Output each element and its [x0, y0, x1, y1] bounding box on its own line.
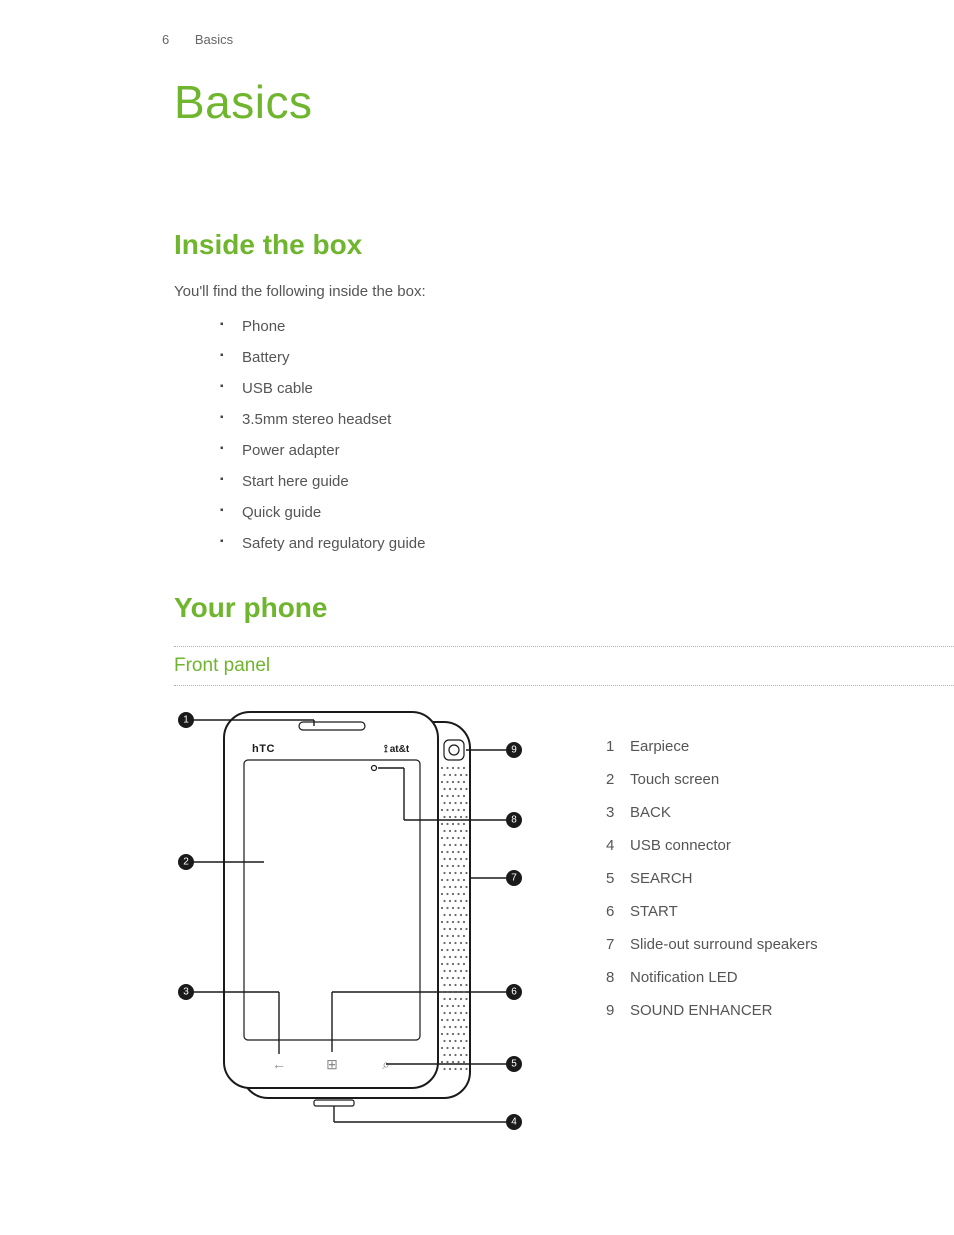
subsection-front-panel-title: Front panel — [174, 655, 954, 677]
legend-label: START — [630, 903, 678, 920]
legend-row: 3 BACK — [606, 804, 818, 821]
divider — [174, 685, 954, 686]
page-number: 6 — [162, 32, 169, 47]
list-item: Phone — [242, 318, 954, 335]
legend-row: 2 Touch screen — [606, 771, 818, 788]
legend-number: 2 — [606, 771, 630, 788]
legend-number: 4 — [606, 837, 630, 854]
header-section-name: Basics — [195, 32, 233, 47]
svg-text:7: 7 — [511, 873, 517, 884]
legend-row: 4 USB connector — [606, 837, 818, 854]
legend-label: Notification LED — [630, 969, 738, 986]
list-item: Power adapter — [242, 442, 954, 459]
svg-text:6: 6 — [511, 987, 517, 998]
legend-number: 6 — [606, 903, 630, 920]
legend-number: 3 — [606, 804, 630, 821]
legend-label: Earpiece — [630, 738, 689, 755]
section-inside-box-title: Inside the box — [174, 229, 954, 261]
phone-diagram: hTC ⟟at&t ← ⊞ ⌕ — [174, 702, 534, 1132]
divider — [174, 646, 954, 647]
list-item: Quick guide — [242, 504, 954, 521]
section-your-phone-title: Your phone — [174, 592, 954, 624]
svg-text:4: 4 — [511, 1117, 517, 1128]
svg-text:5: 5 — [511, 1059, 517, 1070]
svg-text:9: 9 — [511, 745, 517, 756]
svg-text:2: 2 — [183, 857, 189, 868]
front-panel-diagram-wrap: hTC ⟟at&t ← ⊞ ⌕ — [174, 702, 954, 1132]
legend-label: Slide-out surround speakers — [630, 936, 818, 953]
list-item: Safety and regulatory guide — [242, 535, 954, 552]
running-header: 6 Basics — [162, 32, 954, 47]
legend-label: BACK — [630, 804, 671, 821]
legend-label: SOUND ENHANCER — [630, 1002, 773, 1019]
list-item: USB cable — [242, 380, 954, 397]
start-button-icon: ⊞ — [326, 1056, 338, 1072]
legend-number: 8 — [606, 969, 630, 986]
list-item: 3.5mm stereo headset — [242, 411, 954, 428]
svg-text:3: 3 — [183, 987, 189, 998]
legend-label: SEARCH — [630, 870, 693, 887]
legend-row: 9 SOUND ENHANCER — [606, 1002, 818, 1019]
legend-number: 1 — [606, 738, 630, 755]
back-button-icon: ← — [272, 1056, 286, 1072]
front-panel-legend: 1 Earpiece 2 Touch screen 3 BACK 4 USB c… — [606, 738, 818, 1035]
legend-number: 7 — [606, 936, 630, 953]
list-item: Start here guide — [242, 473, 954, 490]
legend-row: 1 Earpiece — [606, 738, 818, 755]
legend-number: 9 — [606, 1002, 630, 1019]
inside-box-list: Phone Battery USB cable 3.5mm stereo hea… — [242, 318, 954, 552]
legend-row: 6 START — [606, 903, 818, 920]
legend-row: 5 SEARCH — [606, 870, 818, 887]
legend-number: 5 — [606, 870, 630, 887]
phone-brand-text: hTC — [252, 743, 275, 755]
list-item: Battery — [242, 349, 954, 366]
legend-row: 7 Slide-out surround speakers — [606, 936, 818, 953]
svg-text:8: 8 — [511, 815, 517, 826]
inside-box-intro: You'll find the following inside the box… — [174, 283, 954, 300]
legend-label: USB connector — [630, 837, 731, 854]
manual-page: 6 Basics Basics Inside the box You'll fi… — [0, 0, 954, 1235]
legend-row: 8 Notification LED — [606, 969, 818, 986]
svg-text:1: 1 — [183, 715, 189, 726]
legend-label: Touch screen — [630, 771, 719, 788]
chapter-title: Basics — [174, 75, 954, 129]
